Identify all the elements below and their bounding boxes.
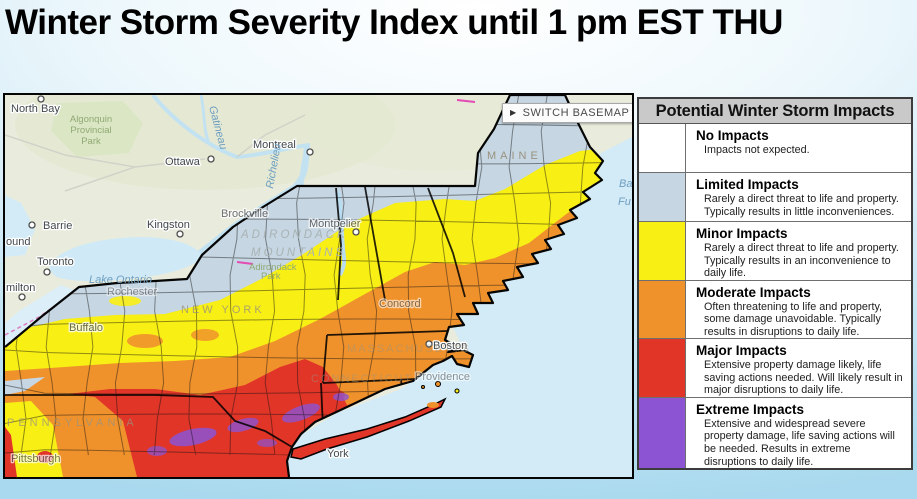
island [435, 381, 441, 387]
city-marker [207, 155, 215, 163]
legend-row-title: Extreme Impacts [696, 401, 805, 417]
legend-row-extreme: Extreme Impacts Extensive and widespread … [639, 396, 911, 469]
map-labels: North BayAlgonquinProvincialParkOttawaGa… [5, 102, 632, 467]
legend-copy: Moderate Impacts Often threatening to lif… [686, 281, 911, 339]
map-label-milton: milton [6, 282, 35, 294]
map-label-adirondack: Adirondack [249, 262, 297, 273]
legend-swatch-major [639, 339, 686, 397]
basemap-roads [5, 114, 306, 192]
legend-row-title: Moderate Impacts [696, 284, 811, 300]
map-label-boston: Boston [433, 340, 467, 352]
map-label-barrie: Barrie [43, 220, 72, 232]
lake-champlain [336, 190, 347, 276]
map-label-maine: MAINE [487, 150, 542, 162]
map-label-pittsburgh: Pittsburgh [11, 453, 61, 465]
legend-copy: Extreme Impacts Extensive and widespread … [686, 398, 911, 468]
city-marker [425, 340, 433, 348]
legend-panel: Potential Winter Storm Impacts No Impact… [637, 97, 913, 470]
map-label-adirondack: ADIRONDACK [240, 229, 348, 241]
map-label-north-bay: North Bay [11, 103, 60, 115]
georgian-bay [5, 195, 35, 257]
map-label-concord: Concord [379, 298, 421, 310]
map-label-park: Park [261, 271, 281, 282]
page-title: Winter Storm Severity Index until 1 pm E… [5, 3, 783, 42]
map-label-connecticut: CONNECTICUT [311, 373, 413, 385]
map-label-ba: Ba [619, 178, 632, 190]
legend-rows: No Impacts Impacts not expected. Limited I… [639, 124, 911, 469]
state-boundaries [5, 186, 466, 448]
map-label-ound: ound [6, 236, 30, 248]
island [454, 388, 460, 394]
legend-copy: No Impacts Impacts not expected. [686, 124, 911, 172]
legend-copy: Major Impacts Extensive property damage l… [686, 339, 911, 397]
map-label-york: York [327, 448, 349, 460]
legend-row-desc: Extensive and widespread severe property… [704, 417, 895, 468]
map-label-provincial: Provincial [70, 125, 111, 136]
legend-row-desc: Impacts not expected. [704, 144, 810, 156]
map-label-buffalo: Buffalo [69, 322, 103, 334]
legend-copy: Minor Impacts Rarely a direct threat to l… [686, 222, 911, 280]
switch-basemap-label: SWITCH BASEMAP [522, 107, 630, 119]
legend-swatch-none [639, 124, 686, 173]
map-label-brockville: Brockville [221, 208, 268, 220]
legend-row-desc: Rarely a direct threat to life and prope… [704, 242, 899, 280]
map-label-kingston: Kingston [147, 219, 190, 231]
city-marker [176, 230, 184, 238]
legend-title: Potential Winter Storm Impacts [639, 99, 911, 124]
algonquin-park-area [51, 101, 143, 157]
map-label-toronto: Toronto [37, 256, 74, 268]
city-marker [306, 148, 314, 156]
gatineau-river [199, 95, 211, 144]
legend-row-desc: Rarely a direct threat to life and prope… [704, 193, 899, 218]
legend-row-moderate: Moderate Impacts Often threatening to lif… [639, 279, 911, 339]
switch-basemap-button[interactable]: ▶ SWITCH BASEMAP [502, 103, 632, 123]
long-island [290, 397, 447, 460]
lake-ontario [49, 237, 202, 282]
legend-swatch-moderate [639, 280, 686, 339]
legend-row-title: No Impacts [696, 128, 769, 143]
city-marker [18, 293, 26, 301]
legend-row-minor: Minor Impacts Rarely a direct threat to l… [639, 221, 911, 280]
city-marker [37, 95, 45, 103]
legend-row-limited: Limited Impacts Rarely a direct threat to… [639, 172, 911, 222]
legend-row-major: Major Impacts Extensive property damage l… [639, 338, 911, 397]
map-label-montreal: Montreal [253, 139, 296, 151]
map-label-mountains: MOUNTAINS [251, 247, 346, 259]
city-marker [352, 228, 360, 236]
legend-swatch-extreme [639, 397, 686, 469]
long-island-tip [427, 402, 439, 408]
map-label-algonquin: Algonquin [70, 114, 112, 125]
legend-row-desc: Extensive property damage likely, life s… [704, 359, 903, 397]
ottawa-river [151, 95, 311, 160]
legend-row-desc: Often threatening to life and property, … [704, 300, 883, 338]
map-label-providence: Providence [415, 371, 470, 383]
map-label-lake-ontario: Lake Ontario [89, 274, 152, 286]
us-border-coastline [5, 95, 605, 477]
map-label-ottawa: Ottawa [165, 156, 201, 168]
play-arrow-icon: ▶ [510, 108, 517, 117]
legend-copy: Limited Impacts Rarely a direct threat to… [686, 173, 911, 221]
map-label-massachusetts: MASSACHUSETTS [347, 343, 471, 355]
map-canvas[interactable]: North BayAlgonquinProvincialParkOttawaGa… [5, 95, 632, 477]
legend-row-none: No Impacts Impacts not expected. [639, 124, 911, 173]
map-label-rochester: Rochester [107, 286, 157, 298]
city-marker [43, 268, 51, 276]
legend-swatch-minor [639, 222, 686, 280]
map-label-park: Park [81, 136, 101, 147]
legend-row-title: Limited Impacts [696, 177, 799, 193]
city-markers [18, 95, 433, 348]
legend-row-title: Minor Impacts [696, 226, 788, 242]
city-marker [28, 221, 36, 229]
storm-severity-map[interactable]: North Bay Algonquin Provincial Park Ottawa Ga… [3, 93, 634, 479]
map-label-pennsylvania: PENNSYLVANIA [7, 417, 138, 429]
legend-row-title: Major Impacts [696, 343, 787, 359]
island [421, 385, 425, 389]
legend-swatch-limited [639, 173, 686, 222]
map-label-montpelier: Montpelier [309, 218, 361, 230]
map-label-fu: Fu [618, 196, 631, 208]
map-label-new-york: NEW YORK [181, 304, 265, 316]
